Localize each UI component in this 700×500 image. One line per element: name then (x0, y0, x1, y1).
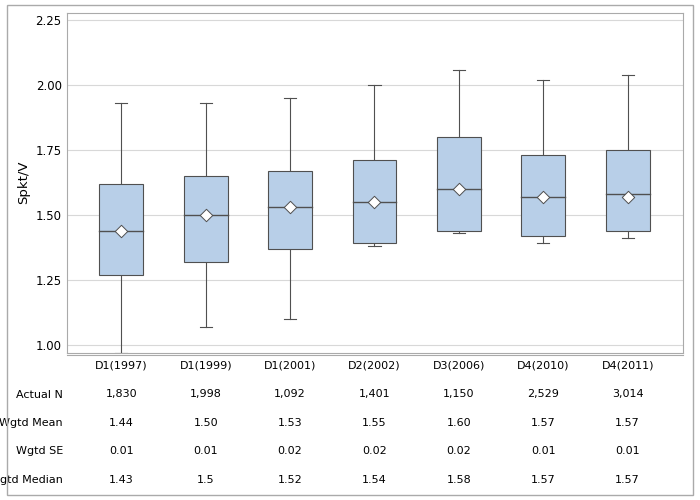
Bar (268, 171, 312, 248)
Text: 1,830: 1,830 (106, 390, 137, 400)
Bar (522, 155, 565, 236)
Text: 0.01: 0.01 (531, 446, 556, 456)
Point (538, 193, 549, 201)
Text: 1.53: 1.53 (278, 418, 302, 428)
Text: D1(2001): D1(2001) (264, 361, 316, 371)
Text: 1.60: 1.60 (447, 418, 471, 428)
Text: 2,529: 2,529 (527, 390, 559, 400)
Text: Wgtd Median: Wgtd Median (0, 475, 63, 485)
Text: 1.57: 1.57 (615, 475, 640, 485)
Text: 1.5: 1.5 (197, 475, 214, 485)
Y-axis label: Spkt/V: Spkt/V (17, 161, 30, 204)
Text: Wgtd Mean: Wgtd Mean (0, 418, 63, 428)
Text: 1.54: 1.54 (362, 475, 387, 485)
Bar (99, 184, 144, 274)
Text: D2(2002): D2(2002) (348, 361, 401, 371)
Text: 1.57: 1.57 (615, 418, 640, 428)
Point (622, 193, 634, 201)
Text: 1,150: 1,150 (443, 390, 475, 400)
Text: 1.50: 1.50 (193, 418, 218, 428)
Text: 1.58: 1.58 (447, 475, 471, 485)
Text: 3,014: 3,014 (612, 390, 643, 400)
Text: 0.02: 0.02 (362, 446, 387, 456)
Bar (606, 150, 650, 230)
Text: 0.02: 0.02 (447, 446, 471, 456)
Bar (437, 137, 481, 230)
Text: 1.43: 1.43 (109, 475, 134, 485)
Text: D4(2011): D4(2011) (601, 361, 654, 371)
Text: 0.01: 0.01 (193, 446, 218, 456)
Point (116, 226, 127, 234)
Text: 0.02: 0.02 (278, 446, 302, 456)
Point (369, 198, 380, 206)
Text: 1.57: 1.57 (531, 418, 556, 428)
Text: 1,998: 1,998 (190, 390, 222, 400)
Text: D1(1997): D1(1997) (95, 361, 148, 371)
Point (200, 211, 211, 219)
Text: Actual N: Actual N (16, 390, 63, 400)
Text: 1.44: 1.44 (109, 418, 134, 428)
Text: D1(1999): D1(1999) (179, 361, 232, 371)
Text: 0.01: 0.01 (109, 446, 134, 456)
Text: 1,401: 1,401 (358, 390, 391, 400)
Point (284, 203, 295, 211)
Bar (184, 176, 228, 262)
Text: 1.55: 1.55 (362, 418, 387, 428)
Text: 0.01: 0.01 (615, 446, 640, 456)
Text: 1.57: 1.57 (531, 475, 556, 485)
Text: 1.52: 1.52 (278, 475, 302, 485)
Text: D4(2010): D4(2010) (517, 361, 570, 371)
Bar (353, 160, 396, 244)
Point (454, 185, 465, 193)
Text: 1,092: 1,092 (274, 390, 306, 400)
Text: D3(2006): D3(2006) (433, 361, 485, 371)
Text: Wgtd SE: Wgtd SE (15, 446, 63, 456)
